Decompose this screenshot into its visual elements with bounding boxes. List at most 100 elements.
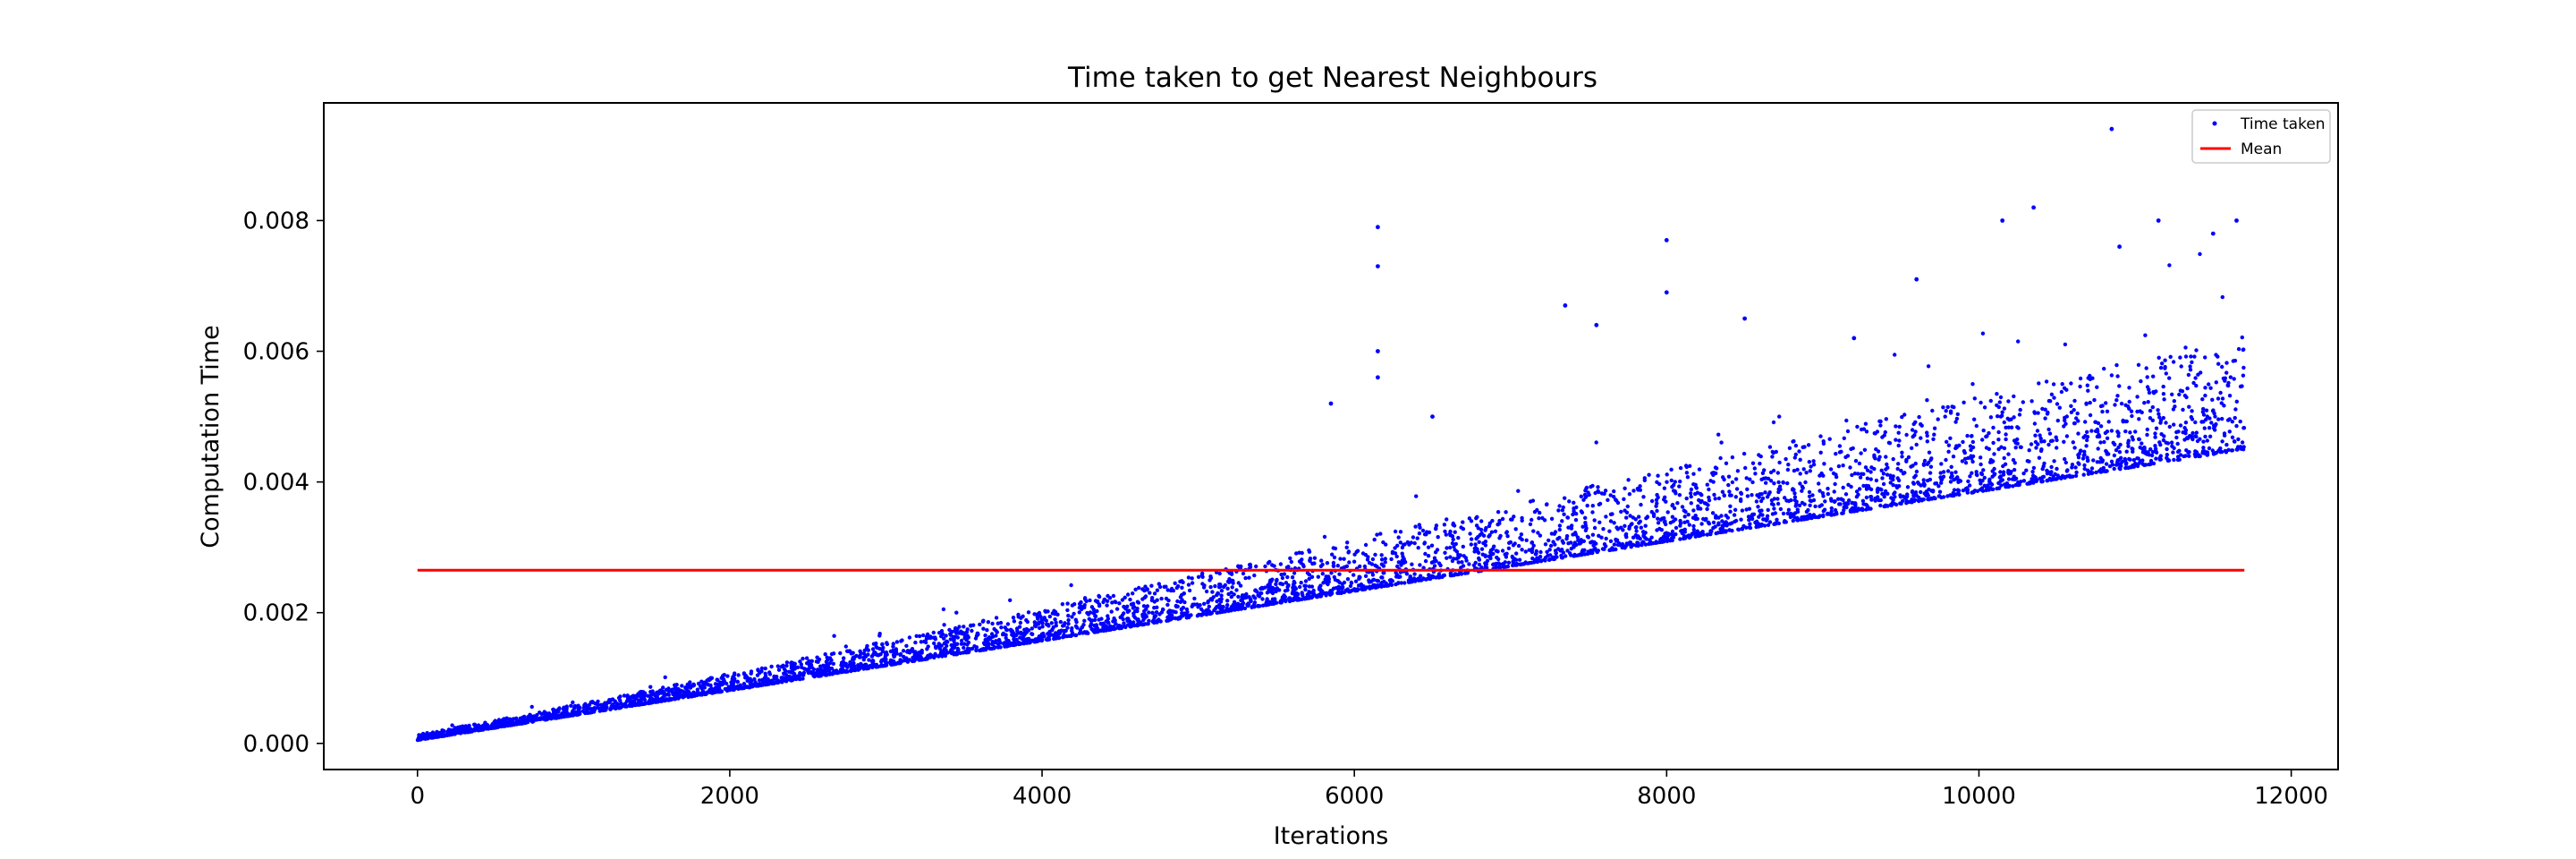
scatter-point [831, 661, 835, 666]
scatter-point [1456, 535, 1461, 540]
scatter-point [1083, 597, 1088, 601]
scatter-point [2062, 386, 2067, 390]
scatter-point [2142, 447, 2147, 451]
scatter-point [1125, 604, 1130, 608]
scatter-point [944, 634, 948, 638]
scatter-point [1655, 528, 1659, 532]
scatter-point [981, 626, 986, 631]
scatter-point [1833, 499, 1837, 504]
scatter-point [690, 694, 695, 699]
scatter-point [1841, 485, 1845, 490]
scatter-point [1161, 608, 1165, 612]
scatter-point [1065, 625, 1070, 630]
scatter-point [1120, 598, 1125, 602]
scatter-point [1979, 455, 1983, 460]
scatter-point [1954, 492, 1959, 497]
scatter-point [1225, 603, 1230, 608]
scatter-point [850, 668, 854, 672]
scatter-point [2171, 450, 2175, 455]
scatter-point [2081, 472, 2086, 477]
scatter-point [1252, 605, 1257, 609]
scatter-point [1879, 488, 1884, 492]
scatter-point [1500, 516, 1505, 522]
scatter-point [1267, 590, 1271, 594]
scatter-point [1604, 536, 1608, 541]
scatter-point [2160, 361, 2165, 366]
scatter-point [2095, 385, 2099, 389]
scatter-point [1311, 591, 1316, 596]
scatter-point [1384, 583, 1388, 588]
scatter-point [1538, 510, 1542, 515]
scatter-point [2103, 469, 2108, 473]
scatter-point [2212, 411, 2216, 416]
scatter-point [1945, 404, 1950, 410]
scatter-point [2183, 431, 2188, 436]
scatter-point [2006, 425, 2011, 430]
scatter-point [1626, 478, 1631, 482]
scatter-point [1149, 583, 1154, 588]
scatter-point [1569, 526, 1574, 531]
scatter-point [1783, 496, 1787, 500]
scatter-point [1019, 630, 1023, 635]
scatter-point [1678, 521, 1683, 525]
scatter-point [1846, 482, 1851, 487]
scatter-point [1743, 465, 1748, 471]
scatter-point [1229, 594, 1234, 600]
scatter-point [1088, 610, 1093, 615]
scatter-point [1771, 420, 1776, 425]
scatter-point [1004, 644, 1010, 649]
scatter-point [1864, 495, 1869, 500]
scatter-point [1912, 433, 1917, 438]
scatter-point [1795, 467, 1800, 472]
scatter-point [2233, 415, 2237, 421]
scatter-point [1619, 509, 1623, 515]
scatter-point [425, 736, 429, 741]
scatter-point [2127, 386, 2131, 390]
scatter-point [1414, 494, 1419, 498]
scatter-point [1732, 513, 1737, 517]
scatter-point [1733, 507, 1738, 512]
scatter-point [1927, 450, 1932, 455]
scatter-point [2147, 387, 2151, 392]
scatter-point [1185, 613, 1191, 617]
scatter-point [1748, 522, 1752, 526]
scatter-point [1684, 496, 1689, 501]
scatter-point [1066, 621, 1071, 626]
scatter-point [1693, 491, 1698, 497]
scatter-point [1044, 637, 1049, 642]
scatter-point [1761, 476, 1767, 481]
scatter-points [415, 126, 2247, 743]
scatter-point [718, 680, 723, 685]
scatter-point [1826, 486, 1830, 491]
scatter-point [1583, 521, 1588, 525]
scatter-point [1303, 583, 1309, 588]
scatter-point [1936, 417, 1940, 421]
scatter-point [1932, 432, 1936, 437]
scatter-point [591, 701, 596, 705]
scatter-point [1512, 515, 1516, 519]
scatter-point [1998, 470, 2003, 474]
scatter-point [2234, 399, 2239, 404]
scatter-point [1324, 593, 1328, 598]
scatter-point [2238, 419, 2242, 424]
scatter-point [2162, 397, 2166, 402]
scatter-point [1643, 523, 1648, 528]
scatter-point [1305, 571, 1310, 575]
scatter-point [994, 639, 998, 643]
scatter-point [1448, 555, 1453, 559]
scatter-point [962, 642, 967, 646]
scatter-point [1332, 574, 1337, 580]
scatter-point [1381, 564, 1386, 568]
scatter-point [1810, 493, 1815, 498]
scatter-point [756, 668, 760, 672]
scatter-point [1514, 561, 1520, 566]
scatter-point [1093, 599, 1098, 603]
scatter-point [1327, 590, 1333, 594]
scatter-point [1944, 457, 1948, 463]
scatter-point [858, 649, 862, 653]
scatter-point [1307, 576, 1311, 582]
scatter-point [1826, 491, 1831, 497]
scatter-point [1199, 607, 1204, 611]
scatter-point [867, 658, 871, 662]
scatter-point [1559, 556, 1564, 560]
